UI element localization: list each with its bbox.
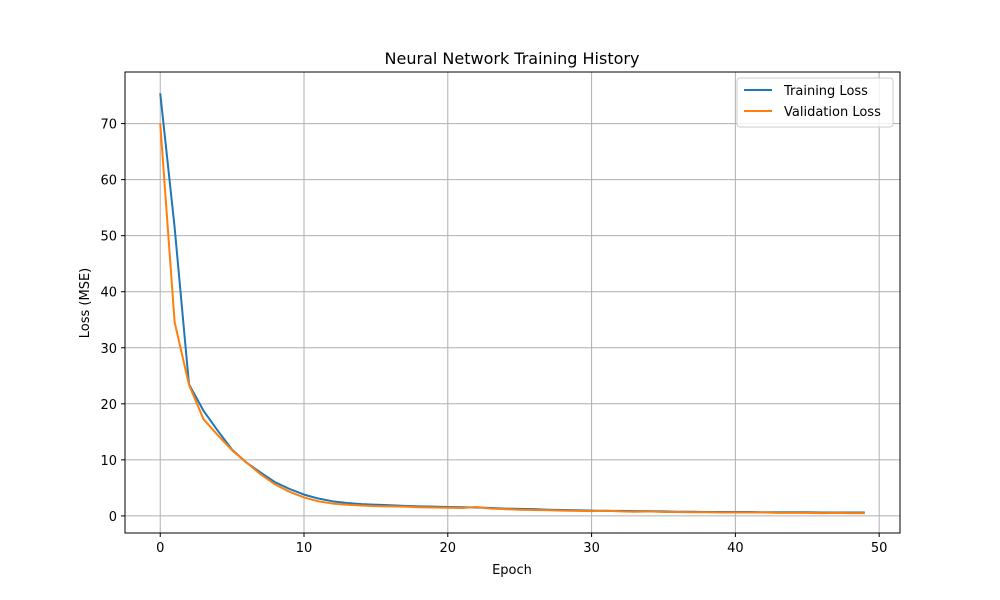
legend-box bbox=[736, 77, 894, 128]
chart-title: Neural Network Training History bbox=[385, 49, 640, 68]
y-tick-label: 10 bbox=[100, 454, 117, 469]
y-tick-label: 60 bbox=[100, 174, 117, 189]
y-tick-label: 20 bbox=[100, 398, 117, 413]
x-tick-label: 50 bbox=[871, 541, 888, 556]
y-axis-label: Loss (MSE) bbox=[78, 268, 93, 338]
legend-label-validation: Validation Loss bbox=[784, 105, 881, 120]
x-tick-label: 30 bbox=[583, 541, 600, 556]
x-tick-label: 40 bbox=[727, 541, 744, 556]
x-axis-label: Epoch bbox=[492, 563, 532, 578]
x-tick-label: 10 bbox=[296, 541, 313, 556]
training-loss-line bbox=[159, 93, 865, 514]
legend: Training Loss Validation Loss bbox=[736, 77, 894, 128]
legend-label-training: Training Loss bbox=[783, 84, 868, 99]
grid bbox=[125, 72, 900, 533]
x-tick-label: 0 bbox=[156, 541, 164, 556]
series-lines bbox=[159, 93, 865, 515]
x-axis-ticks: 0 10 20 30 40 50 bbox=[156, 533, 887, 556]
y-tick-label: 40 bbox=[100, 286, 117, 301]
y-tick-label: 50 bbox=[100, 230, 117, 245]
y-tick-label: 70 bbox=[100, 118, 117, 133]
plot-frame bbox=[124, 71, 901, 534]
x-tick-label: 20 bbox=[440, 541, 457, 556]
y-tick-label: 30 bbox=[100, 342, 117, 357]
y-axis-ticks: 0 10 20 30 40 50 60 70 bbox=[100, 118, 125, 525]
y-tick-label: 0 bbox=[109, 510, 117, 525]
validation-loss-line bbox=[159, 123, 865, 515]
